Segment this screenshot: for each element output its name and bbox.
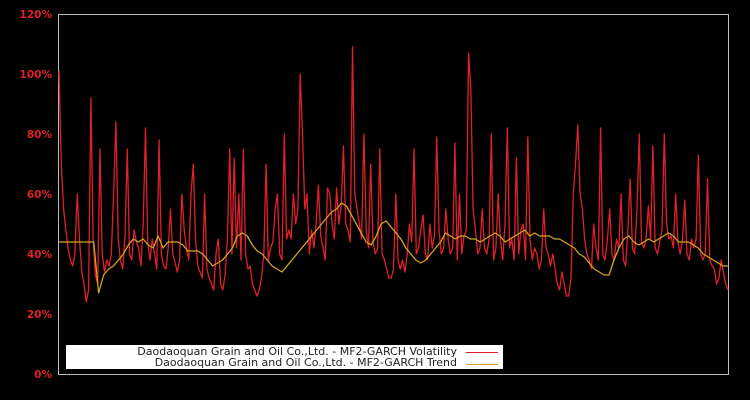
- y-tick-label: 60%: [26, 189, 52, 201]
- y-tick-label: 80%: [26, 129, 52, 141]
- y-tick-label: 120%: [19, 9, 52, 21]
- y-tick-label: 20%: [26, 309, 52, 321]
- legend-swatch-trend: [466, 364, 498, 365]
- y-tick-label: 40%: [26, 249, 52, 261]
- y-tick-label: 0%: [34, 369, 52, 381]
- y-tick-label: 100%: [19, 69, 52, 81]
- trend-line: [59, 202, 728, 294]
- legend-item-volatility: Daodaoquan Grain and Oil Co.,Ltd. - MF2-…: [137, 345, 457, 358]
- volatility-line: [58, 46, 729, 303]
- legend: Daodaoquan Grain and Oil Co.,Ltd. - MF2-…: [66, 345, 503, 369]
- legend-item-trend: Daodaoquan Grain and Oil Co.,Ltd. - MF2-…: [154, 356, 457, 369]
- plot-area: [58, 14, 729, 375]
- legend-swatch-volatility: [466, 352, 498, 353]
